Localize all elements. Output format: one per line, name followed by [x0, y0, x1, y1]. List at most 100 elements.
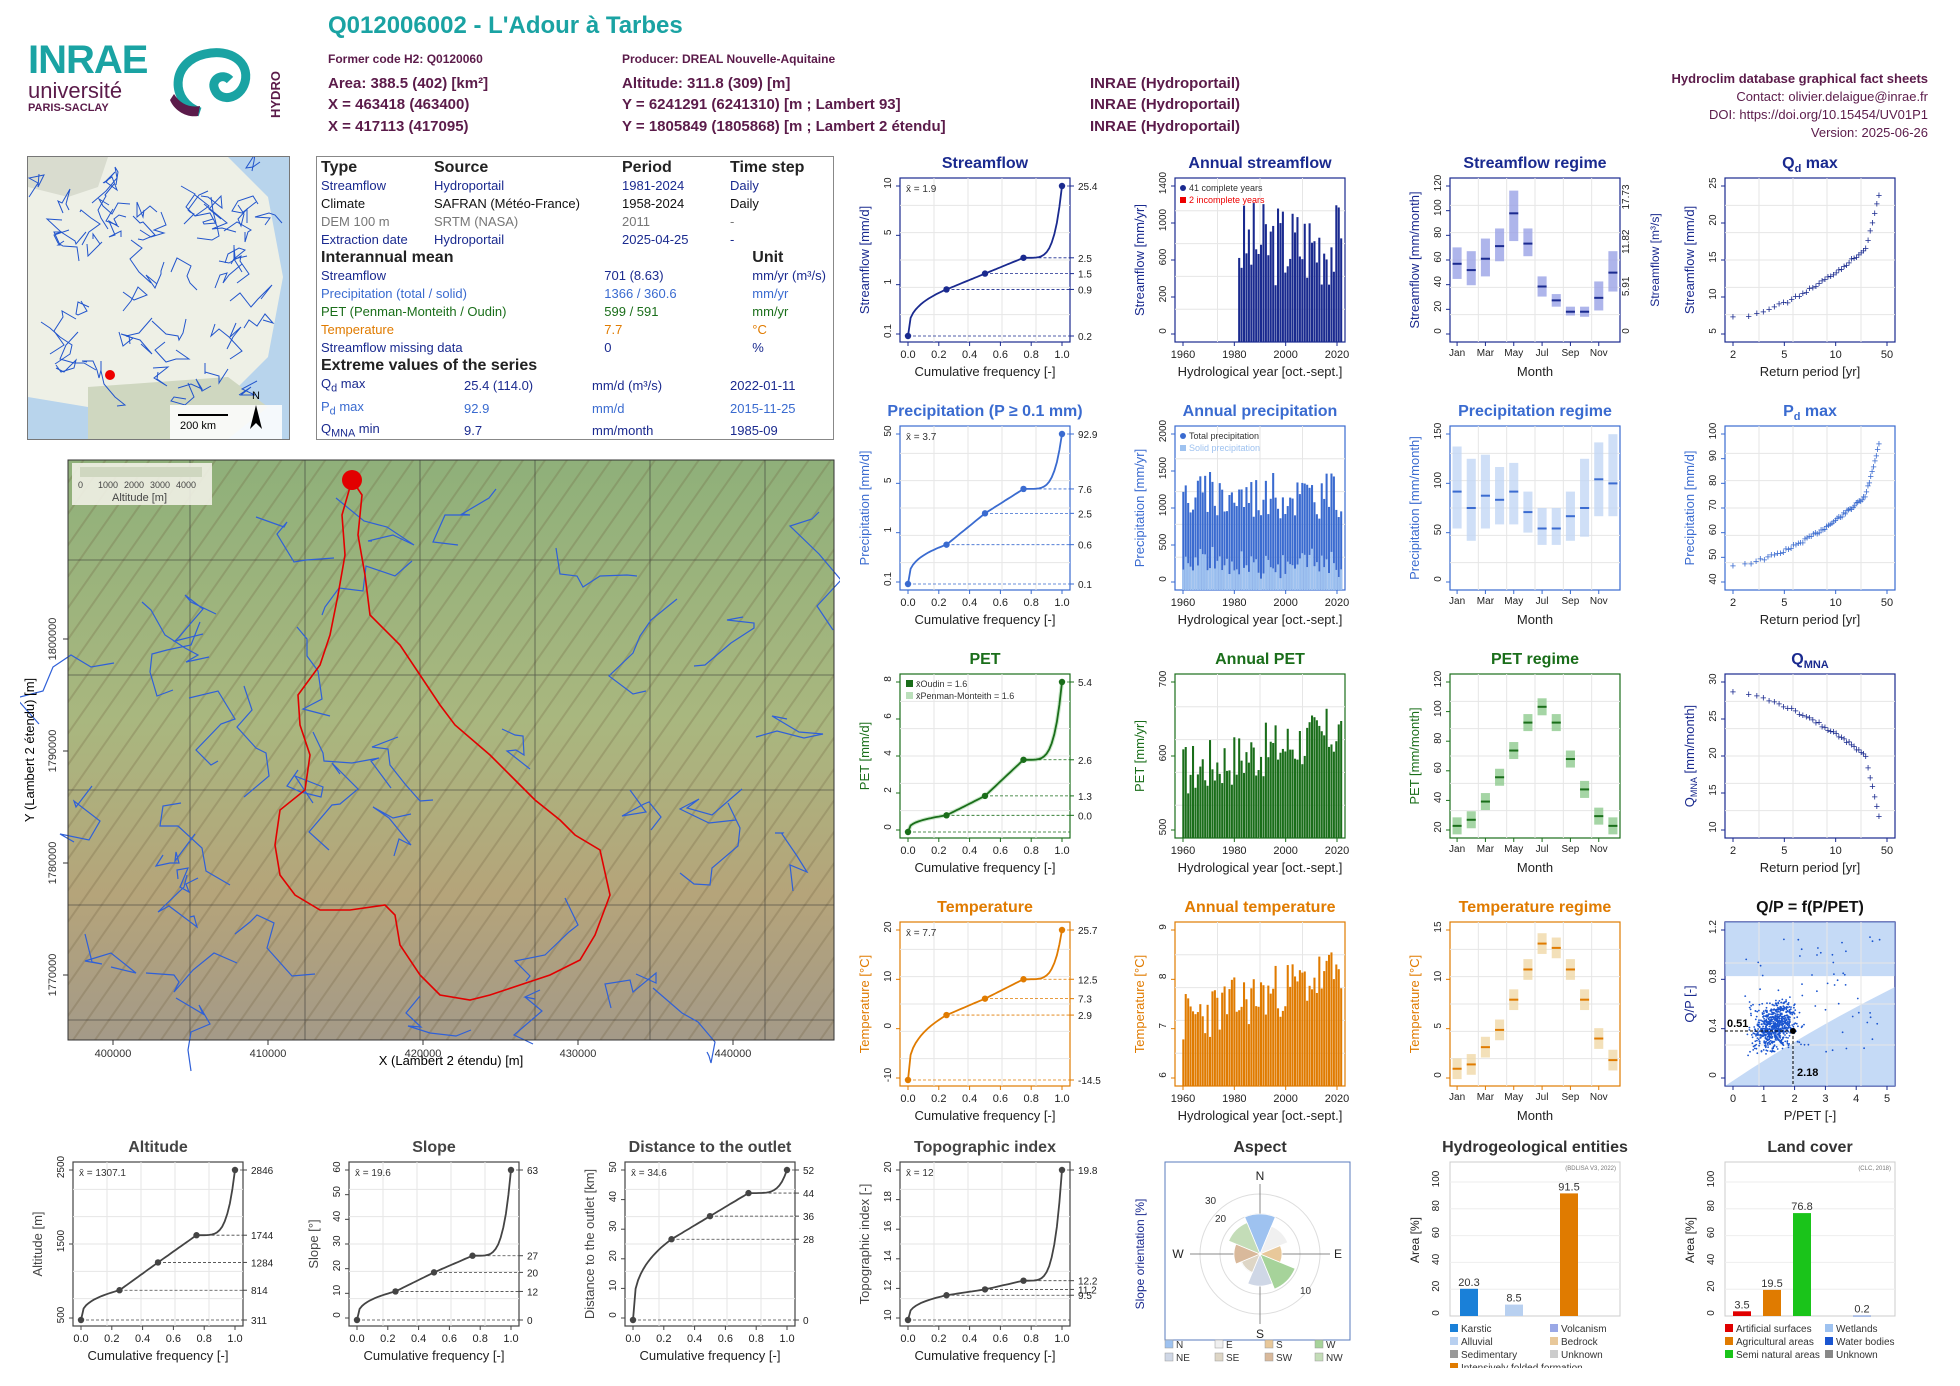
landcover-panel: Land cover (CLC, 2018) 3.5 19.5 76.8 0.2 0 20 40… [1680, 1136, 1940, 1368]
annual-bar [1226, 511, 1229, 590]
db-info: Hydroclim database graphical fact sheets… [1671, 71, 1928, 140]
temperature-title: Temperature [937, 899, 1033, 916]
y-tick-label: 0 [1158, 576, 1169, 582]
annual-bar [1257, 510, 1260, 590]
y-tick-label: 10 [1433, 970, 1444, 982]
return-period-point: + [1858, 747, 1864, 759]
annual-bar [1245, 487, 1248, 590]
x-tick-label: 1.0 [1054, 845, 1069, 857]
annual_precipitation-ylabel: Precipitation [mm/yr] [1132, 449, 1147, 567]
pet_regime-title: PET regime [1491, 651, 1579, 668]
quantile-point [77, 1316, 85, 1324]
annual-bar [1335, 741, 1338, 838]
return-period-point: + [1830, 727, 1836, 739]
annual-bar-solid [1250, 556, 1253, 590]
annual-bar [1267, 255, 1270, 342]
annual-bar [1313, 977, 1316, 1086]
annual-bar [1184, 747, 1187, 838]
right-tick-label: 7.3 [1078, 995, 1092, 1006]
annual-bar-solid [1294, 568, 1297, 590]
aspect-sector [1228, 1222, 1261, 1255]
altitude-xlabel: Cumulative frequency [-] [88, 1348, 229, 1363]
annual-bar [1189, 512, 1192, 590]
annual-bar [1337, 969, 1340, 1086]
aspect-panel: Aspect N E S W 30 20 10 Slope orientation [%] N E S… [1130, 1136, 1390, 1368]
y-tick-label: 1 [883, 278, 894, 284]
annual-bar [1272, 988, 1275, 1086]
x-tick-label: 1.0 [779, 1333, 794, 1345]
annual-bar [1209, 740, 1212, 838]
annual-bar [1294, 232, 1297, 342]
return-period-point: + [1800, 710, 1806, 722]
streamflow_regime-ylabel: Streamflow [mm/month] [1407, 191, 1422, 328]
legend-item: Karstic [1461, 1324, 1492, 1335]
return-period-point: + [1856, 495, 1862, 507]
x-tick-label: 1980 [1222, 349, 1246, 361]
y-tick-label: 40 [1706, 1253, 1717, 1265]
month-tick-label: Jul [1536, 596, 1549, 607]
annual-bar [1182, 1039, 1185, 1086]
return-period-point: + [1874, 198, 1880, 210]
mean-label: x̄ = 12 [906, 1168, 934, 1179]
y-tick-label: 0 [1433, 1072, 1444, 1078]
y-tick-label: 0 [608, 1312, 619, 1318]
month-tick-label: Nov [1590, 348, 1608, 359]
annual-bar-solid [1308, 554, 1311, 590]
y-tick-label: 150 [1433, 422, 1444, 439]
mean-label: x̄ = 1307.1 [79, 1168, 126, 1179]
quantile-point [904, 1316, 912, 1324]
return-period-point: + [1810, 715, 1816, 727]
annual-bar [1318, 237, 1321, 342]
annual-bar [1211, 481, 1214, 590]
legend-oudin: x̄Oudin = 1.6 [916, 679, 967, 689]
return-period-point: + [1822, 524, 1828, 536]
x-tick-label: 0.2 [931, 1333, 946, 1345]
annual-bar [1279, 1016, 1282, 1086]
return-period-point: + [1866, 477, 1872, 489]
annual-bar-solid [1262, 573, 1265, 590]
annual-bar [1247, 229, 1250, 342]
annual-bar [1240, 489, 1243, 590]
legend-item: Alluvial [1461, 1337, 1493, 1348]
annual-bar-solid [1211, 546, 1214, 590]
annual-bar [1277, 208, 1280, 342]
entity-bar [1505, 1304, 1523, 1316]
return-period-point: + [1796, 709, 1802, 721]
annual-bar [1298, 256, 1301, 342]
x-tick-label: 50 [1881, 597, 1893, 609]
month-tick-label: Sep [1562, 1092, 1580, 1103]
quantile-point [981, 510, 989, 517]
annual-bar [1332, 751, 1335, 838]
right-tick-label: 1284 [251, 1258, 274, 1269]
y-tick-label: 5 [883, 477, 894, 483]
annual-bar [1301, 764, 1304, 838]
x-tick-label: 0.0 [900, 349, 915, 361]
return-period-point: + [1780, 297, 1786, 309]
annual-bar [1199, 476, 1202, 590]
annual-bar-solid [1264, 555, 1267, 590]
annual_pet-xlabel: Hydrological year [oct.-sept.] [1178, 860, 1343, 875]
annual-bar [1272, 743, 1275, 838]
right-tick-label: 1.5 [1078, 270, 1092, 281]
annual-bar [1308, 722, 1311, 838]
annual-bar [1206, 785, 1209, 838]
annual-bar [1337, 517, 1340, 590]
x-tick-label: 0.0 [900, 1333, 915, 1345]
annual-bar [1296, 981, 1299, 1086]
y-tick-label: 40 [1433, 276, 1444, 288]
return-period-point: + [1777, 548, 1783, 560]
x-tick-label: 2000 [1273, 1093, 1297, 1105]
y-tick-label: 90 [1708, 450, 1719, 462]
return-period-point: + [1828, 726, 1834, 738]
x-tick-label: 0.6 [993, 597, 1008, 609]
month-tick-label: Jan [1449, 596, 1465, 607]
right-tick-label: 7.6 [1078, 485, 1092, 496]
return-period-point: + [1790, 540, 1796, 552]
annual-bar [1289, 258, 1292, 342]
x-tick-label: 0.6 [442, 1333, 457, 1345]
return-period-point: + [1730, 311, 1736, 323]
return-period-point: + [1789, 703, 1795, 715]
y-tick-label: 80 [1431, 1200, 1442, 1212]
y-tick-label: 0 [1431, 1310, 1442, 1316]
annual-bar [1308, 985, 1311, 1086]
